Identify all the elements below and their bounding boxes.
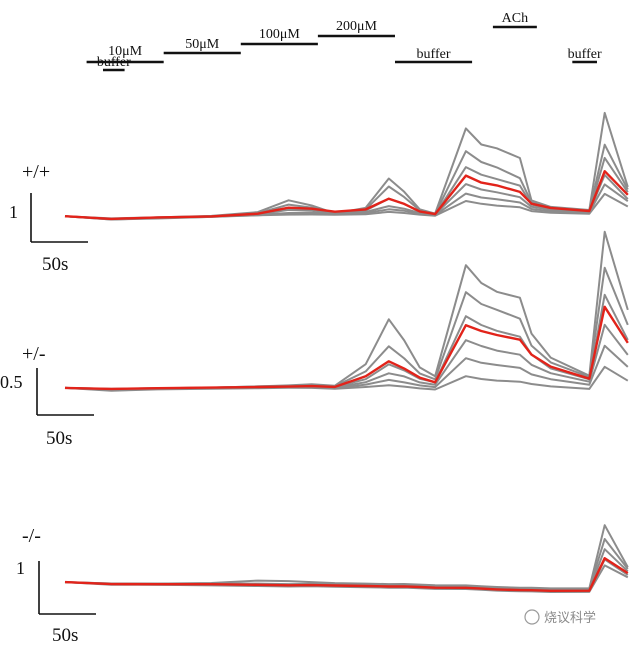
stimulus-label-4: 100μM (259, 27, 301, 42)
genotype-label-1: +/+ (22, 161, 50, 183)
gray-trace-3-2 (64, 538, 629, 590)
wechat-icon (524, 609, 540, 625)
gray-trace-3-1 (64, 524, 629, 590)
panel-2: +/- 0.5 50s (0, 230, 629, 449)
panel-3: -/- 1 50s (16, 524, 629, 646)
scale-value-label-3: 1 (16, 558, 25, 578)
time-scale-label-2: 50s (46, 428, 72, 449)
mean-trace-3 (64, 557, 629, 592)
time-scale-label-1: 50s (42, 254, 68, 275)
mean-trace-2 (64, 305, 629, 391)
stimulus-label-3: 50μM (185, 37, 220, 52)
watermark: 烧议科学 (524, 609, 596, 626)
watermark-text: 烧议科学 (544, 610, 596, 626)
scale-value-label-1: 1 (9, 202, 18, 222)
stimulus-label-6: buffer (417, 47, 451, 62)
stimulus-label-8: buffer (568, 47, 602, 62)
stimulus-label-7: ACh (502, 11, 528, 26)
genotype-label-2: +/- (22, 343, 46, 365)
genotype-label-3: -/- (22, 525, 41, 547)
mean-trace-1 (64, 169, 629, 221)
scale-value-label-2: 0.5 (0, 372, 23, 392)
stimulus-label-5: 200μM (336, 19, 378, 34)
gray-trace-2-1 (64, 230, 629, 390)
time-scale-label-3: 50s (52, 625, 78, 646)
gray-trace-1-1 (64, 111, 629, 220)
gray-trace-2-3 (64, 293, 629, 391)
panel-1: +/+1 50s (9, 111, 629, 275)
stimulus-label-2: 10μM (108, 44, 143, 59)
